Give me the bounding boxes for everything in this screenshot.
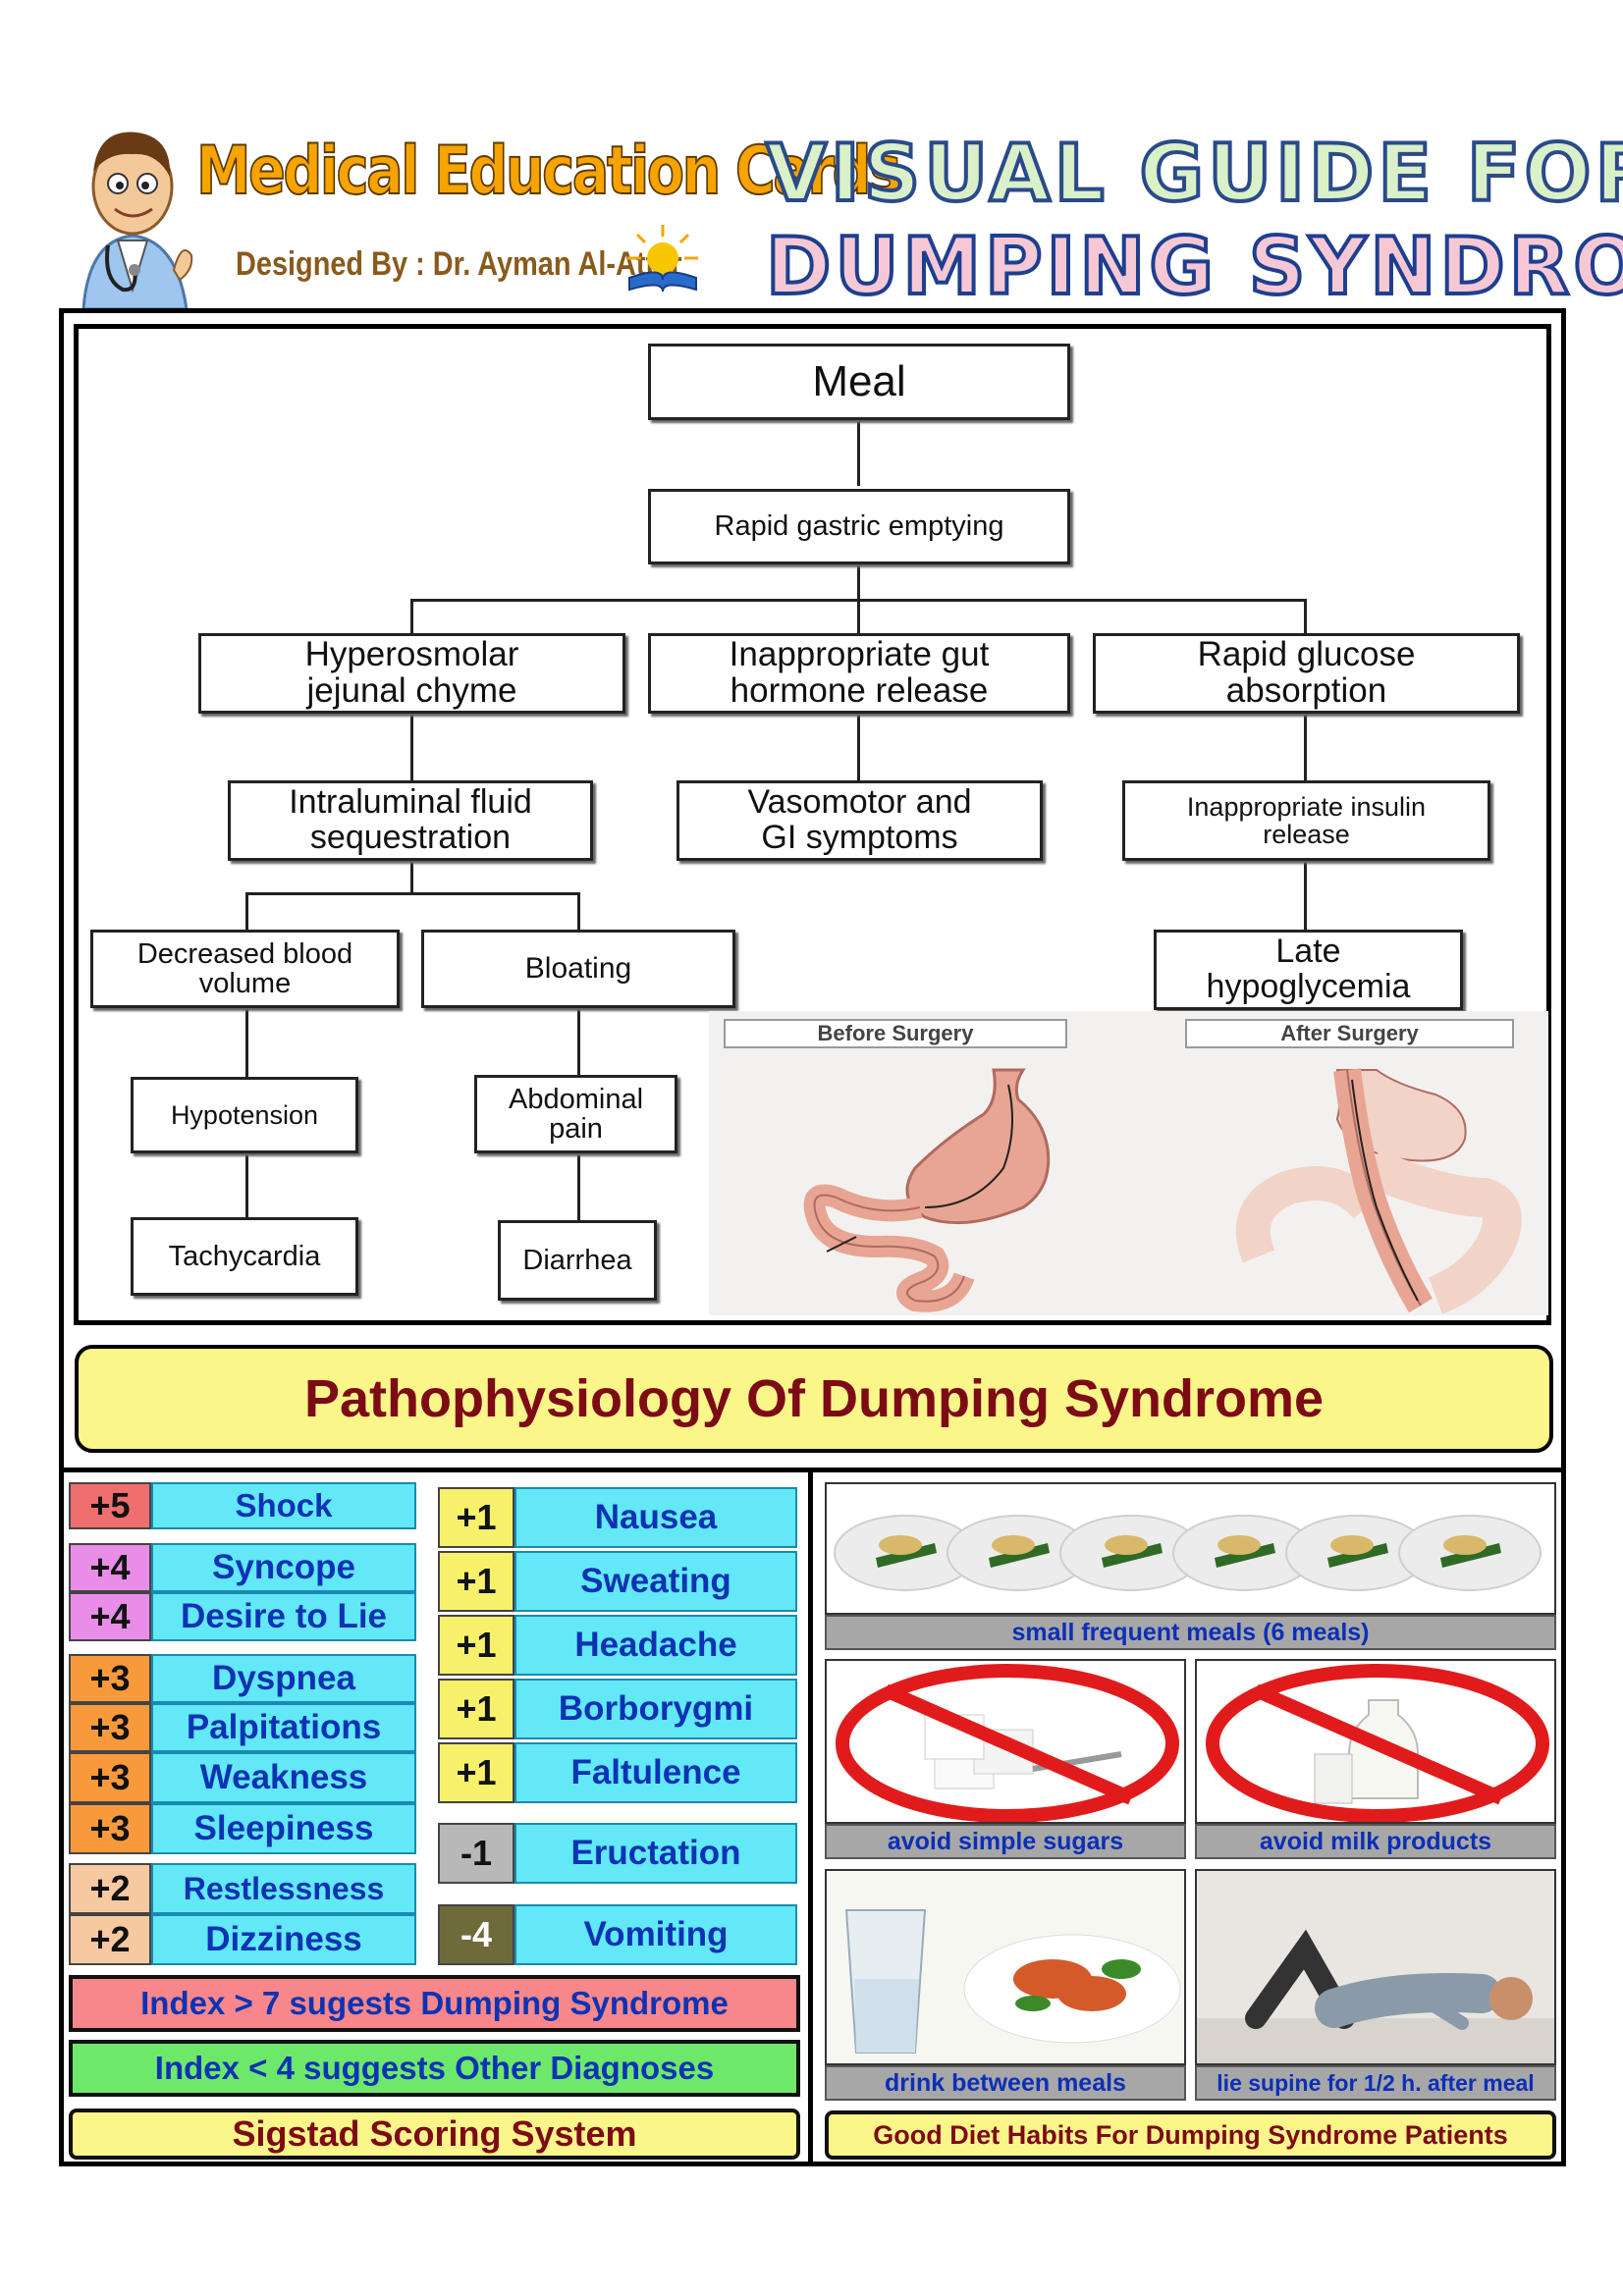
guide-title-line2: DUMPING SYNDROME [764,219,1623,314]
score-vomiting: -4 [438,1904,514,1965]
node-hypotension: Hypotension [131,1077,358,1153]
connector [1304,714,1307,780]
node-late-hypoglycemia: Late hypoglycemia [1154,930,1463,1010]
node-fluid-sequestration: Intraluminal fluid sequestration [228,780,593,861]
connector [410,599,1306,602]
flowchart-frame [74,324,1551,1325]
connector [410,714,413,780]
node-rapid-glucose-absorption: Rapid glucose absorption [1093,633,1520,714]
connector [245,892,579,895]
symptom-syncope: Syncope [151,1543,416,1592]
index-high-note: Index > 7 sugests Dumping Syndrome [69,1975,800,2032]
symptom-dyspnea: Dyspnea [151,1654,416,1703]
node-diarrhea: Diarrhea [498,1220,657,1301]
plates-of-food-icon [834,1515,1542,1591]
symptom-dizziness: Dizziness [151,1914,416,1965]
score-headache: +1 [438,1615,514,1676]
node-meal: Meal [648,344,1070,420]
connector [410,861,413,893]
person-lying-supine-icon [1197,1929,1554,2063]
score-shock: +5 [69,1482,151,1529]
connector [410,599,413,633]
connector [1304,599,1307,633]
small-meals-caption: small frequent meals (6 meals) [825,1615,1556,1650]
score-palpitations: +3 [69,1703,151,1752]
avoid-sugars-caption: avoid simple sugars [825,1824,1186,1859]
small-meals-panel [825,1482,1556,1615]
no-milk-icon [1206,1664,1549,1822]
score-restlessness: +2 [69,1863,151,1914]
lie-supine-panel [1195,1869,1556,2065]
symptom-headache: Headache [514,1615,797,1676]
node-inappropriate-insulin: Inappropriate insulin release [1122,780,1490,861]
score-nausea: +1 [438,1487,514,1548]
symptom-nausea: Nausea [514,1487,797,1548]
drink-between-caption: drink between meals [825,2065,1186,2101]
symptom-sleepiness: Sleepiness [151,1803,416,1854]
avoid-milk-caption: avoid milk products [1195,1824,1556,1859]
stomach-before-surgery-icon [803,1068,1051,1312]
water-glass-and-food-icon [844,1909,1181,2054]
score-dizziness: +2 [69,1914,151,1965]
score-borborygmi: +1 [438,1679,514,1739]
before-surgery-label: Before Surgery [724,1019,1067,1048]
sigstad-title: Sigstad Scoring System [69,2109,800,2160]
symptom-weakness: Weakness [151,1752,416,1803]
index-low-note: Index < 4 suggests Other Diagnoses [69,2040,800,2097]
lie-supine-caption: lie supine for 1/2 h. after meal [1195,2065,1556,2101]
node-decreased-blood-volume: Decreased blood volume [90,930,400,1008]
connector [577,1153,580,1220]
after-surgery-label: After Surgery [1185,1019,1514,1048]
node-bloating: Bloating [421,930,735,1008]
pathophysiology-title: Pathophysiology Of Dumping Syndrome [75,1345,1553,1453]
symptom-faltulence: Faltulence [514,1742,797,1803]
brand-title: Medical Education Cards [195,132,902,211]
symptom-palpitations: Palpitations [151,1703,416,1752]
connector [577,892,580,930]
symptom-shock: Shock [151,1482,416,1529]
symptom-restlessness: Restlessness [151,1863,416,1914]
node-rapid-gastric-emptying: Rapid gastric emptying [648,489,1070,564]
guide-title-line1: VISUAL GUIDE FOR : [764,126,1623,221]
doctor-mascot-icon [81,132,193,309]
connector [857,714,860,780]
connector [245,1153,248,1217]
score-desire-to-lie: +4 [69,1592,151,1641]
avoid-sugars-panel [825,1659,1186,1824]
score-syncope: +4 [69,1543,151,1592]
diet-habits-title: Good Diet Habits For Dumping Syndrome Pa… [825,2110,1556,2160]
symptom-eructation: Eructation [514,1823,797,1884]
connector [245,1008,248,1077]
surgery-illustration: Before Surgery After Surgery [709,1011,1548,1315]
stomach-after-surgery-icon [1235,1068,1522,1314]
node-vasomotor-gi-symptoms: Vasomotor and GI symptoms [676,780,1043,861]
symptom-vomiting: Vomiting [514,1904,797,1965]
connector [577,1008,580,1075]
symptom-desire-to-lie: Desire to Lie [151,1592,416,1641]
symptom-sweating: Sweating [514,1551,797,1612]
no-sugar-icon [836,1664,1179,1822]
score-faltulence: +1 [438,1742,514,1803]
symptom-borborygmi: Borborygmi [514,1679,797,1739]
node-gut-hormone-release: Inappropriate gut hormone release [648,633,1070,714]
score-sleepiness: +3 [69,1803,151,1854]
score-sweating: +1 [438,1551,514,1612]
node-tachycardia: Tachycardia [131,1217,358,1296]
designer-credit: Designed By : Dr. Ayman Al-Attar [236,245,682,283]
connector [1304,861,1307,930]
connector [245,892,248,930]
sunrise-book-logo-icon [627,225,698,293]
vertical-divider [808,1468,813,2166]
drink-between-panel [825,1869,1186,2065]
node-abdominal-pain: Abdominal pain [474,1075,677,1153]
avoid-milk-panel [1195,1659,1556,1824]
score-eructation: -1 [438,1823,514,1884]
score-dyspnea: +3 [69,1654,151,1703]
score-weakness: +3 [69,1752,151,1803]
connector [857,420,860,486]
node-hyperosmolar-chyme: Hyperosmolar jejunal chyme [198,633,625,714]
